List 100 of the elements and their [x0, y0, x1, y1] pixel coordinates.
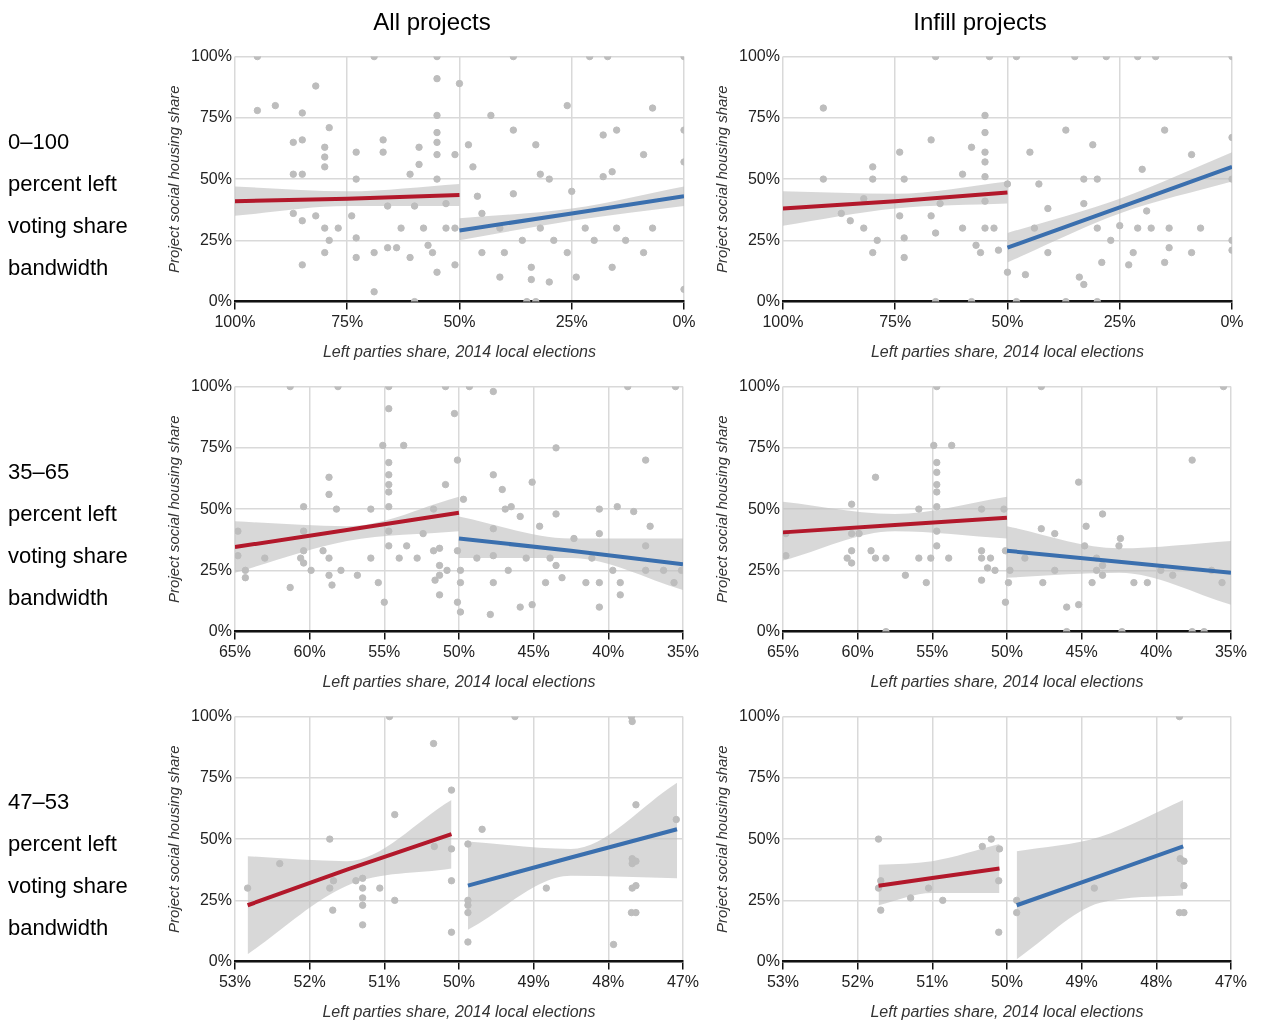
x-axis-title: Left parties share, 2014 local elections	[870, 672, 1144, 690]
point	[1180, 908, 1188, 917]
x-tick-label: 35%	[1214, 642, 1247, 660]
text: 0–100 percent left voting share bandwidth	[8, 128, 129, 282]
point	[376, 884, 384, 892]
y-tick-label: 100%	[739, 47, 780, 65]
y-tick-label: 0%	[756, 952, 780, 970]
point	[978, 842, 987, 851]
point	[632, 881, 640, 890]
point	[391, 810, 399, 819]
y-tick-label: 100%	[191, 47, 232, 65]
x-tick-label: 53%	[766, 972, 799, 990]
point	[632, 801, 640, 809]
point	[358, 874, 367, 882]
point	[628, 717, 636, 726]
point	[447, 877, 456, 885]
point	[447, 928, 456, 936]
y-axis-title: Project social housing share	[713, 745, 731, 933]
y-tick-label: 0%	[208, 292, 232, 310]
y-tick-label: 75%	[747, 438, 780, 456]
point	[243, 884, 252, 892]
point	[995, 845, 1004, 853]
x-tick-label: 55%	[368, 642, 401, 660]
x-tick-label: 25%	[555, 312, 588, 330]
y-tick-label: 50%	[199, 169, 232, 187]
x-tick-label: 49%	[517, 972, 550, 990]
point	[632, 908, 640, 917]
x-tick-label: 45%	[517, 642, 550, 660]
point	[276, 859, 284, 868]
point	[906, 894, 915, 902]
y-tick-label: 25%	[199, 230, 232, 248]
x-axis-title: Left parties share, 2014 local elections	[322, 1002, 596, 1020]
point	[995, 877, 1003, 885]
x-tick-label: 47%	[1214, 972, 1247, 990]
y-tick-label: 50%	[747, 829, 780, 847]
point	[464, 840, 472, 848]
x-tick-label: 55%	[916, 642, 949, 660]
x-tick-label: 65%	[218, 642, 251, 660]
point	[352, 877, 360, 885]
y-tick-label: 25%	[747, 890, 780, 908]
x-tick-label: 53%	[218, 972, 251, 990]
y-tick-label: 50%	[199, 829, 232, 847]
y-tick-label: 100%	[191, 707, 232, 725]
y-tick-label: 25%	[199, 890, 232, 908]
x-tick-label: 50%	[442, 642, 475, 660]
y-tick-label: 0%	[208, 622, 232, 640]
point	[542, 884, 551, 892]
y-tick-label: 75%	[199, 438, 232, 456]
x-tick-label: 50%	[442, 972, 475, 990]
y-axis-title: Project social housing share	[713, 415, 731, 603]
point	[464, 908, 472, 917]
y-tick-label: 0%	[756, 292, 780, 310]
y-tick-label: 50%	[199, 499, 232, 517]
point	[1012, 908, 1021, 917]
point	[995, 928, 1003, 936]
text: 47–53 percent left voting share bandwidth	[8, 788, 129, 942]
y-tick-label: 75%	[199, 108, 232, 126]
point	[672, 815, 680, 824]
point	[1012, 896, 1021, 905]
text: 35–65 percent left voting share bandwidth	[8, 458, 129, 612]
x-tick-label: 45%	[1065, 642, 1098, 660]
y-tick-label: 75%	[199, 768, 232, 786]
y-tick-label: 100%	[739, 377, 780, 395]
x-tick-label: 47%	[666, 972, 699, 990]
x-tick-label: 49%	[1065, 972, 1098, 990]
x-tick-label: 60%	[841, 642, 874, 660]
y-tick-label: 0%	[208, 952, 232, 970]
point	[358, 884, 367, 892]
y-tick-label: 50%	[747, 169, 780, 187]
x-tick-label: 50%	[990, 642, 1023, 660]
y-axis-title: Project social housing share	[165, 415, 183, 603]
point	[924, 884, 933, 892]
x-axis-title: Left parties share, 2014 local elections	[322, 672, 596, 690]
x-tick-label: 35%	[666, 642, 699, 660]
point	[358, 894, 367, 902]
point	[877, 877, 885, 885]
x-tick-label: 0%	[672, 312, 696, 330]
x-tick-label: 60%	[293, 642, 326, 660]
x-tick-label: 75%	[331, 312, 364, 330]
y-tick-label: 25%	[747, 560, 780, 578]
point	[329, 906, 337, 914]
chart-title: Infill projects	[913, 8, 1047, 37]
point	[464, 938, 472, 946]
point	[478, 825, 486, 833]
y-axis-title: Project social housing share	[165, 745, 183, 933]
point	[429, 739, 438, 748]
y-axis-title: Project social housing share	[713, 85, 731, 273]
point	[1180, 881, 1188, 890]
x-axis-title: Left parties share, 2014 local elections	[870, 342, 1144, 360]
x-tick-label: 50%	[990, 972, 1023, 990]
y-tick-label: 0%	[756, 622, 780, 640]
point	[1090, 884, 1099, 892]
x-tick-label: 40%	[1140, 642, 1173, 660]
chart-title: All projects	[373, 8, 491, 37]
x-tick-label: 51%	[916, 972, 949, 990]
point	[391, 896, 399, 905]
point	[358, 901, 367, 909]
x-tick-label: 75%	[879, 312, 912, 330]
x-tick-label: 40%	[592, 642, 625, 660]
point	[447, 786, 456, 794]
